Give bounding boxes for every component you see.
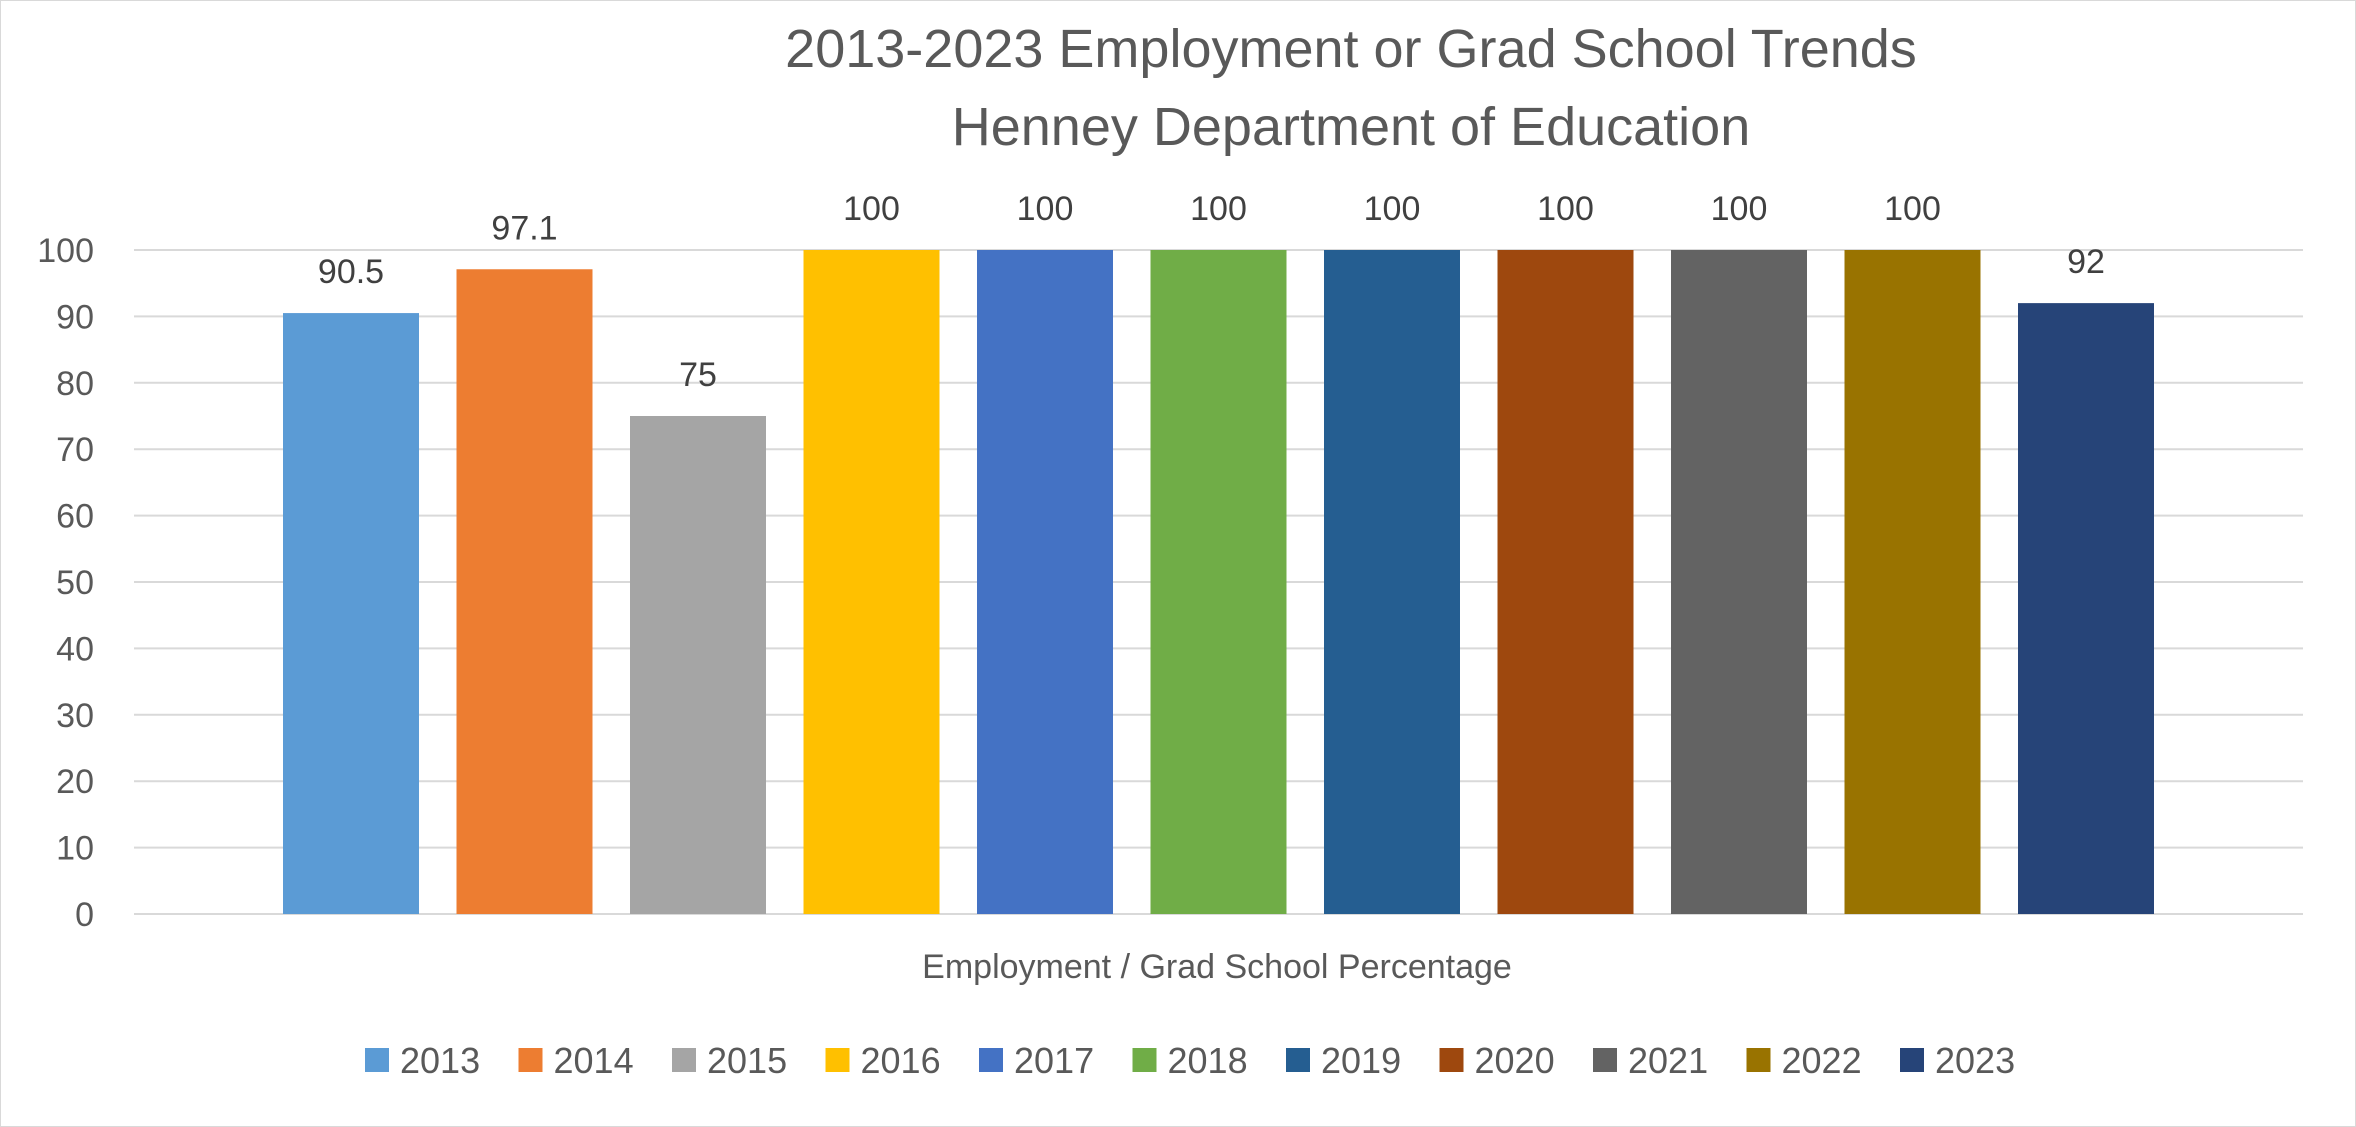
chart-title: 2013-2023 Employment or Grad School Tren…: [785, 19, 1917, 79]
bar-2023: [2018, 303, 2154, 914]
data-label-2015: 75: [679, 356, 717, 394]
data-label-2017: 100: [1017, 190, 1074, 228]
y-tick-label: 90: [56, 298, 94, 336]
bar-2013: [283, 313, 419, 915]
data-label-2013: 90.5: [318, 253, 384, 291]
legend-label-2022: 2022: [1782, 1040, 1862, 1081]
data-label-2014: 97.1: [491, 209, 557, 247]
y-tick-label: 100: [37, 232, 94, 270]
legend-swatch-2017: [979, 1048, 1003, 1072]
y-tick-label: 80: [56, 365, 94, 403]
y-tick-label: 50: [56, 564, 94, 602]
y-tick-label: 70: [56, 431, 94, 469]
bar-2018: [1150, 250, 1287, 914]
legend-swatch-2014: [518, 1048, 543, 1072]
legend-label-2016: 2016: [861, 1040, 941, 1081]
legend-swatch-2019: [1286, 1048, 1310, 1072]
legend-swatch-2021: [1593, 1048, 1617, 1072]
legend-label-2014: 2014: [554, 1040, 634, 1081]
legend-label-2018: 2018: [1168, 1040, 1248, 1081]
legend-label-2017: 2017: [1014, 1040, 1094, 1081]
y-tick-label: 20: [56, 763, 94, 801]
bar-2020: [1497, 250, 1634, 914]
bar-2016: [803, 250, 940, 914]
bar-2017: [977, 250, 1113, 914]
data-label-2019: 100: [1364, 190, 1421, 228]
data-label-2018: 100: [1190, 190, 1247, 228]
bar-2015: [630, 416, 766, 914]
bar-2014: [456, 269, 593, 915]
legend-label-2020: 2020: [1475, 1040, 1555, 1081]
y-axis-tick-labels: 0 10 20 30 40 50 60 70 80 90 100: [37, 232, 94, 934]
legend-swatch-2015: [672, 1048, 696, 1072]
data-labels: 90.5 97.1 75 100 100 100 100 100 100 100 92: [318, 190, 2105, 394]
data-label-2023: 92: [2067, 243, 2105, 281]
legend: 2013 2014 2015 2016 2017 2018 2019 2020 2021 2022…: [365, 1040, 2015, 1081]
bars: [283, 250, 2154, 915]
legend-label-2015: 2015: [707, 1040, 787, 1081]
y-tick-label: 40: [56, 630, 94, 668]
y-tick-label: 10: [56, 830, 94, 868]
legend-label-2013: 2013: [400, 1040, 480, 1081]
chart-subtitle: Henney Department of Education: [952, 97, 1750, 157]
legend-label-2023: 2023: [1935, 1040, 2015, 1081]
bar-2022: [1844, 250, 1981, 914]
legend-swatch-2013: [365, 1048, 389, 1072]
data-label-2022: 100: [1884, 190, 1941, 228]
data-label-2020: 100: [1537, 190, 1594, 228]
legend-swatch-2022: [1746, 1048, 1771, 1072]
legend-label-2019: 2019: [1321, 1040, 1401, 1081]
data-label-2021: 100: [1711, 190, 1768, 228]
y-tick-label: 30: [56, 697, 94, 735]
bar-2021: [1671, 250, 1807, 914]
legend-swatch-2023: [1900, 1048, 1924, 1072]
y-tick-label: 0: [75, 896, 94, 934]
y-tick-label: 60: [56, 498, 94, 536]
legend-swatch-2020: [1439, 1048, 1464, 1072]
x-axis-title: Employment / Grad School Percentage: [922, 948, 1512, 986]
data-label-2016: 100: [843, 190, 900, 228]
legend-swatch-2016: [825, 1048, 850, 1072]
legend-label-2021: 2021: [1628, 1040, 1708, 1081]
legend-swatch-2018: [1132, 1048, 1157, 1072]
bar-2019: [1324, 250, 1460, 914]
